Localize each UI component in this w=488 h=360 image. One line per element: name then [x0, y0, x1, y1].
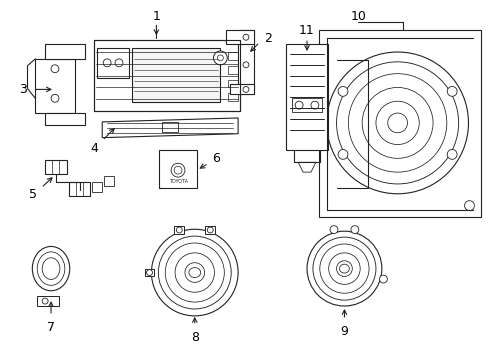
Bar	[292, 98, 321, 112]
Polygon shape	[45, 160, 67, 174]
Circle shape	[176, 227, 182, 233]
Bar	[228, 52, 238, 60]
Circle shape	[158, 236, 231, 309]
Text: 6: 6	[212, 152, 220, 165]
Polygon shape	[94, 40, 240, 111]
Circle shape	[337, 86, 347, 96]
Polygon shape	[238, 30, 253, 94]
Text: 3: 3	[20, 83, 27, 96]
Ellipse shape	[37, 252, 65, 285]
Circle shape	[103, 59, 111, 67]
Circle shape	[151, 229, 238, 316]
Bar	[92, 182, 102, 192]
Polygon shape	[230, 85, 253, 94]
Circle shape	[328, 253, 360, 284]
Circle shape	[165, 243, 224, 302]
Text: 5: 5	[29, 188, 37, 201]
Circle shape	[341, 266, 346, 271]
Circle shape	[213, 51, 227, 65]
Text: 2: 2	[263, 32, 271, 45]
Circle shape	[190, 269, 198, 276]
Polygon shape	[45, 44, 84, 59]
Bar	[174, 226, 184, 234]
Text: TOYOTA: TOYOTA	[168, 180, 187, 184]
Circle shape	[42, 298, 48, 304]
Circle shape	[347, 74, 446, 172]
Circle shape	[379, 275, 386, 283]
Circle shape	[319, 244, 368, 293]
Circle shape	[336, 261, 351, 276]
Ellipse shape	[42, 258, 60, 279]
Circle shape	[312, 237, 375, 300]
Circle shape	[207, 227, 213, 233]
Text: 8: 8	[190, 331, 199, 344]
Circle shape	[51, 94, 59, 102]
Circle shape	[326, 52, 468, 194]
Text: 4: 4	[90, 142, 98, 155]
Circle shape	[306, 231, 381, 306]
Circle shape	[375, 101, 418, 145]
Bar	[159, 150, 196, 188]
Bar	[131, 48, 220, 102]
Circle shape	[171, 163, 184, 177]
Circle shape	[51, 65, 59, 73]
Bar	[228, 80, 238, 87]
Bar	[228, 66, 238, 74]
Bar	[228, 93, 238, 101]
Polygon shape	[318, 30, 480, 217]
Polygon shape	[37, 296, 59, 306]
Polygon shape	[45, 113, 84, 125]
Circle shape	[350, 226, 358, 234]
Text: 7: 7	[47, 321, 55, 334]
Circle shape	[295, 101, 303, 109]
Circle shape	[115, 59, 122, 67]
Bar	[144, 269, 154, 276]
Circle shape	[184, 263, 204, 282]
Circle shape	[464, 201, 473, 211]
Circle shape	[175, 253, 214, 292]
Circle shape	[447, 149, 456, 159]
Circle shape	[337, 149, 347, 159]
Circle shape	[174, 166, 182, 174]
Ellipse shape	[188, 267, 200, 278]
Text: 11: 11	[299, 24, 314, 37]
Bar	[162, 122, 178, 132]
Text: 9: 9	[340, 325, 347, 338]
Circle shape	[336, 62, 458, 184]
Circle shape	[387, 113, 407, 133]
Polygon shape	[35, 59, 75, 113]
Circle shape	[329, 226, 337, 234]
Text: 10: 10	[349, 10, 366, 23]
Ellipse shape	[339, 264, 348, 273]
Circle shape	[243, 62, 248, 68]
Circle shape	[310, 101, 318, 109]
Circle shape	[362, 87, 432, 158]
Circle shape	[243, 34, 248, 40]
Polygon shape	[102, 118, 238, 138]
Circle shape	[146, 270, 152, 275]
Polygon shape	[226, 30, 253, 44]
Circle shape	[243, 86, 248, 93]
Bar	[205, 226, 215, 234]
Bar	[104, 176, 114, 186]
Polygon shape	[69, 182, 90, 196]
Polygon shape	[298, 162, 315, 172]
Bar	[286, 44, 327, 150]
Circle shape	[447, 86, 456, 96]
Ellipse shape	[32, 247, 70, 291]
Text: 1: 1	[152, 10, 160, 23]
Bar	[97, 48, 128, 78]
Circle shape	[217, 55, 223, 61]
